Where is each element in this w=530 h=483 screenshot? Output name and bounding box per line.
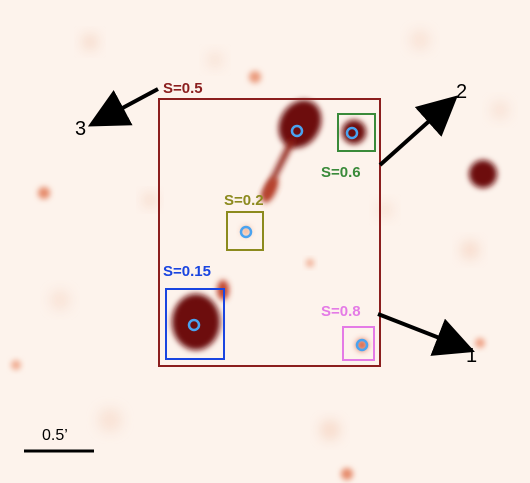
arrow-3 — [87, 87, 159, 127]
position-markers — [187, 124, 369, 352]
region-box-main — [158, 98, 381, 367]
region-box-green — [337, 113, 376, 152]
marker-pink — [355, 338, 369, 352]
scale-bar-label: 0.5’ — [42, 427, 68, 444]
marker-olive — [239, 225, 253, 239]
region-label-main: S=0.5 — [163, 80, 203, 97]
source-right — [469, 160, 497, 188]
source-bottom-lobe — [172, 294, 220, 350]
source-green — [342, 120, 366, 144]
region-box-pink — [342, 326, 375, 361]
arrow-label-1: 1 — [466, 345, 477, 367]
marker-top-lobe — [290, 124, 304, 138]
arrow-2 — [378, 95, 458, 167]
region-label-olive: S=0.2 — [224, 192, 264, 209]
faint-sources — [11, 71, 485, 480]
arrow-label-3: 3 — [75, 118, 86, 140]
arrow-1 — [377, 312, 475, 356]
region-box-blue — [165, 288, 225, 360]
marker-blue — [187, 318, 201, 332]
region-label-blue: S=0.15 — [163, 263, 211, 280]
arrow-label-2: 2 — [456, 81, 467, 103]
region-box-olive — [226, 211, 264, 251]
marker-green — [345, 126, 359, 140]
region-label-green: S=0.6 — [321, 164, 361, 181]
region-label-pink: S=0.8 — [321, 303, 361, 320]
source-jet-glow — [261, 177, 279, 203]
source-top-lobe — [278, 100, 322, 148]
background-noise — [50, 30, 509, 440]
